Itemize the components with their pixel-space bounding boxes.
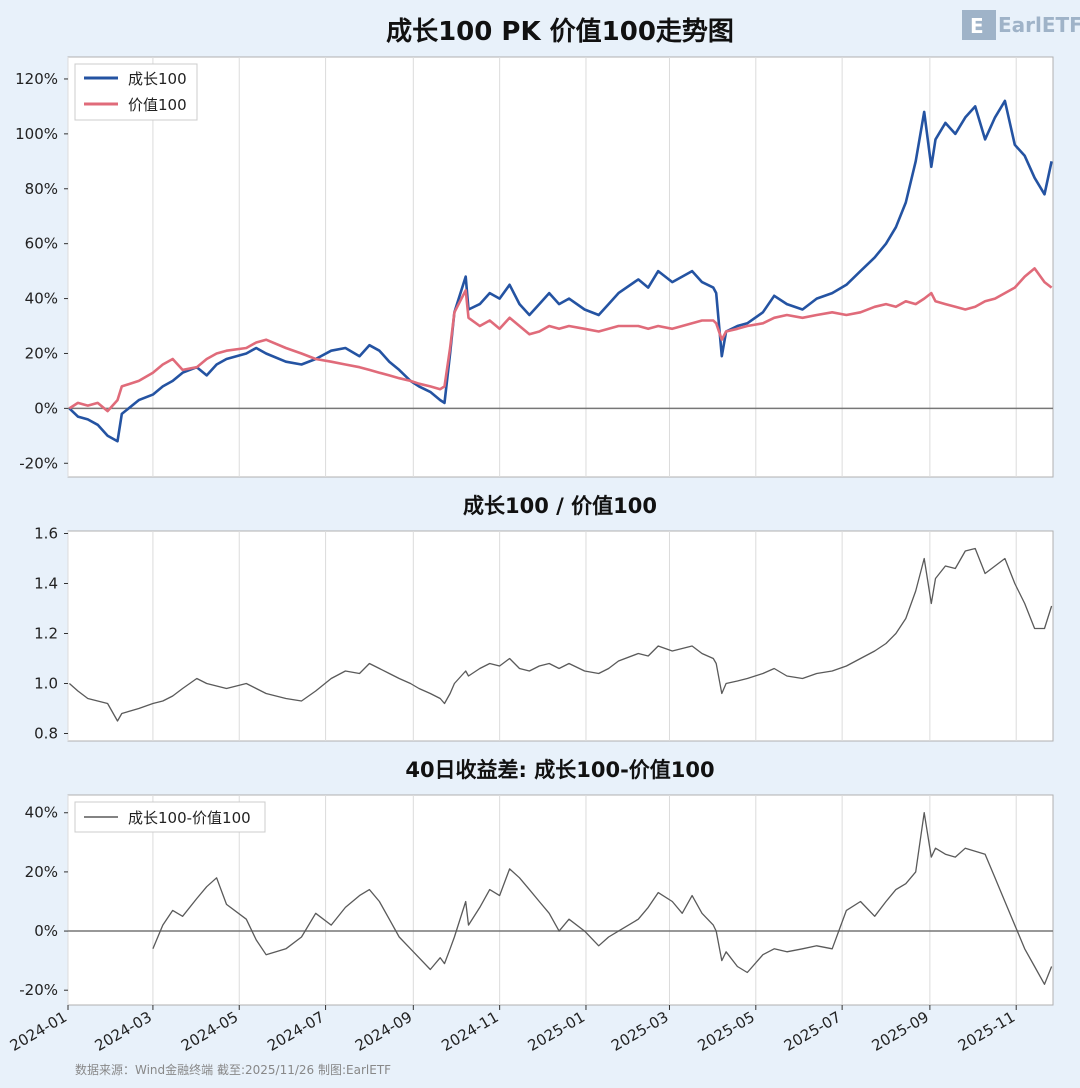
y-tick-label: -20%: [19, 454, 58, 472]
legend-box: [74, 63, 198, 121]
y-tick-label: 120%: [15, 70, 58, 88]
legend-label-growth: 成长100: [128, 70, 187, 88]
x-tick-label: 2024-07: [264, 1008, 327, 1055]
x-tick-label: 2025-03: [608, 1008, 671, 1055]
ratio-plot-area: [67, 530, 1054, 742]
logo-mark-letter: E: [970, 14, 984, 38]
price-chart-panel: 成长100 PK 价值100走势图 120% 100% 80% 60% 40% 20% 0%…: [15, 17, 1054, 478]
y-tick-label: 80%: [25, 180, 58, 198]
y-tick-label: 0.8: [34, 725, 58, 743]
x-tick-label: 2024-11: [438, 1008, 501, 1055]
y-tick-label: 20%: [25, 344, 58, 362]
x-tick-label: 2025-07: [781, 1008, 844, 1055]
legend: 成长100 价值100: [74, 63, 198, 121]
y-tick-label: 1.2: [34, 625, 58, 643]
chart-title: 成长100 PK 价值100走势图: [386, 17, 734, 47]
y-tick-label: 1.0: [34, 675, 58, 693]
y-tick-label: 40%: [25, 804, 58, 822]
x-tick-label: 2025-09: [869, 1008, 932, 1055]
spread-chart-title: 40日收益差: 成长100-价值100: [405, 758, 714, 782]
ratio-chart-title: 成长100 / 价值100: [463, 494, 657, 518]
series-line-ratio: [68, 547, 1053, 722]
logo-mark: [962, 10, 996, 40]
spread-chart-panel: 40日收益差: 成长100-价值100 40% 20% 0% -20% 成长100-价…: [19, 758, 1054, 1006]
source-note: 数据来源：Wind金融终端 截至:2025/11/26 制图:EarlETF: [75, 1062, 391, 1077]
y-tick-label: 60%: [25, 235, 58, 253]
y-tick-label: 100%: [15, 125, 58, 143]
x-tick-label: 2025-05: [695, 1008, 758, 1055]
series-line-成长100: [68, 99, 1053, 443]
logo: E EarlETF: [962, 10, 1080, 40]
x-tick-label: 2024-03: [92, 1008, 155, 1055]
y-tick-label: 0%: [34, 399, 58, 417]
logo-text: EarlETF: [998, 13, 1080, 37]
spread-legend-label: 成长100-价值100: [128, 809, 251, 827]
x-tick-label: 2025-01: [525, 1008, 588, 1055]
series-line-价值100: [68, 267, 1053, 413]
x-tick-label: 2024-09: [352, 1008, 415, 1055]
legend-label-value: 价值100: [128, 96, 187, 114]
y-tick-label: -20%: [19, 981, 58, 999]
x-tick-label: 2024-01: [7, 1008, 70, 1055]
spread-legend: 成长100-价值100: [74, 801, 266, 833]
y-tick-label: 1.4: [34, 575, 58, 593]
y-tick-label: 0%: [34, 922, 58, 940]
price-plot-area: [67, 56, 1054, 478]
series-line-成长100-价值100: [152, 812, 1053, 985]
y-tick-label: 20%: [25, 863, 58, 881]
y-tick-label: 1.6: [34, 525, 58, 543]
ratio-chart-panel: 成长100 / 价值100 1.6 1.4 1.2 1.0 0.8: [34, 494, 1054, 743]
y-tick-label: 40%: [25, 290, 58, 308]
x-tick-label: 2024-05: [178, 1008, 241, 1055]
x-tick-label: 2025-11: [955, 1008, 1018, 1055]
